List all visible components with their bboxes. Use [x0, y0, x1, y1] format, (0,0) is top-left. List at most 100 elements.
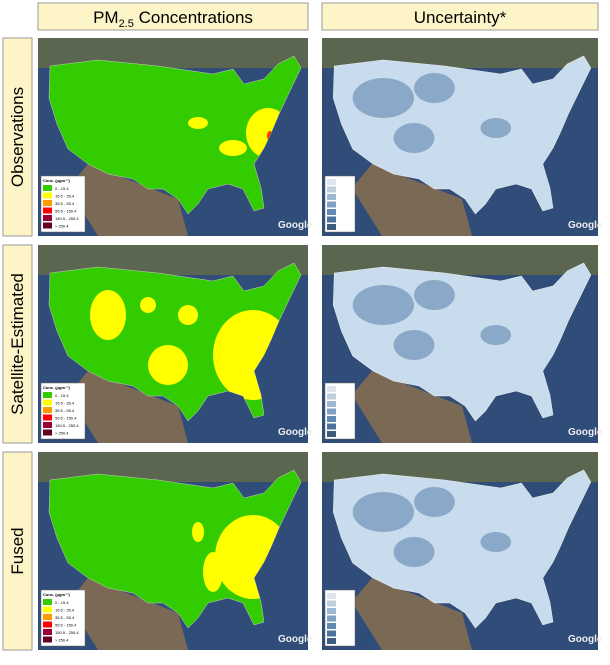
map-mexico — [352, 164, 472, 236]
legend-swatch — [327, 431, 336, 437]
legend-swatch — [327, 600, 336, 607]
watermark: Google — [278, 220, 313, 231]
map-mexico — [68, 578, 188, 650]
header-box — [37, 2, 309, 31]
legend-swatch — [327, 408, 336, 415]
row-label: Observations — [2, 37, 33, 237]
legend-label: > 250.4 — [55, 431, 69, 436]
legend-swatch — [43, 215, 52, 221]
legend-label: > 250.4 — [55, 638, 69, 643]
legend — [324, 589, 356, 647]
map-mexico — [352, 578, 472, 650]
legend-label: 55.5 - 150.4 — [55, 209, 77, 214]
high-uncertainty — [414, 487, 455, 517]
high-region — [219, 140, 247, 156]
legend-label: 0 - 15.4 — [55, 186, 69, 191]
legend-swatch — [43, 606, 52, 613]
legend-label: 35.5 - 55.4 — [55, 201, 75, 206]
us — [332, 55, 592, 215]
legend — [324, 175, 356, 233]
high-region — [192, 522, 204, 542]
high-uncertainty — [393, 123, 435, 153]
row-label-text: Observations — [8, 87, 27, 187]
legend-swatch — [43, 422, 52, 428]
row-label-box — [2, 451, 33, 651]
map-mexico — [68, 371, 188, 443]
legend-swatch — [43, 429, 52, 436]
legend-label: > 250.4 — [55, 224, 69, 229]
high-uncertainty — [393, 537, 435, 567]
legend-swatch — [43, 222, 52, 229]
legend-swatch — [327, 179, 336, 185]
high-region — [90, 290, 126, 340]
legend-swatch — [43, 407, 52, 413]
legend-swatch — [327, 393, 336, 400]
legend-swatch — [327, 401, 336, 407]
uncertainty — [352, 73, 512, 153]
high-uncertainty — [352, 285, 414, 325]
watermark: Google — [568, 220, 603, 231]
legend-swatch — [43, 621, 52, 628]
legend-swatch — [43, 636, 52, 643]
us — [332, 262, 592, 422]
legend-swatch — [327, 209, 336, 215]
legend-swatch — [43, 207, 52, 214]
legend-swatch — [327, 623, 336, 629]
map-panel: Google — [322, 245, 603, 443]
legend-label: 35.5 - 55.4 — [55, 615, 75, 620]
map-panel: Conc. (μgm⁻³) 0 - 15.4 15.5 - 35.4 35.5 - 5… — [38, 38, 313, 236]
legend-title: Conc. (μgm⁻³) — [43, 385, 70, 390]
high-uncertainty — [480, 118, 512, 138]
legend-swatch — [327, 386, 336, 392]
legend: Conc. (μgm⁻³) 0 - 15.4 15.5 - 35.4 35.5 - 5… — [40, 382, 86, 440]
high-uncertainty — [480, 325, 512, 345]
legend-label: 15.5 - 35.4 — [55, 608, 75, 613]
legend-swatch — [327, 593, 336, 599]
watermark: Google — [278, 427, 313, 438]
watermark: Google — [568, 634, 603, 645]
legend-swatch — [43, 399, 52, 406]
legend-swatch — [43, 614, 52, 620]
legend-label: 150.5 - 250.4 — [55, 630, 79, 635]
legend-label: 0 - 15.4 — [55, 393, 69, 398]
legend-label: 0 - 15.4 — [55, 600, 69, 605]
legend-swatch — [327, 608, 336, 614]
legend-swatch — [327, 224, 336, 230]
us — [332, 469, 592, 629]
row-label-box — [2, 244, 33, 444]
legend-label: 150.5 - 250.4 — [55, 216, 79, 221]
watermark: Google — [278, 634, 313, 645]
watermark: Google — [568, 427, 603, 438]
legend-swatch — [327, 216, 336, 223]
legend-label: 35.5 - 55.4 — [55, 408, 75, 413]
legend-label: 55.5 - 150.4 — [55, 623, 77, 628]
legend-swatch — [43, 599, 52, 605]
high-region — [188, 117, 208, 129]
uncertainty — [352, 487, 512, 567]
uncertainty — [352, 280, 512, 360]
legend-title: Conc. (μgm⁻³) — [43, 592, 70, 597]
legend-swatch — [327, 615, 336, 622]
map-mexico — [68, 164, 188, 236]
legend-swatch — [43, 414, 52, 421]
row-label-text: Satellite-Estimated — [8, 273, 27, 415]
legend-swatch — [43, 192, 52, 199]
map-panel: Google — [322, 38, 603, 236]
legend-label: 15.5 - 35.4 — [55, 401, 75, 406]
header-uncertainty: Uncertainty* — [414, 8, 507, 27]
high-uncertainty — [352, 78, 414, 118]
map-panel: Conc. (μgm⁻³) 0 - 15.4 15.5 - 35.4 35.5 - 5… — [38, 245, 313, 443]
legend-swatch — [43, 629, 52, 635]
header-box — [321, 2, 599, 31]
map-panel: Google — [322, 452, 603, 650]
high-uncertainty — [480, 532, 512, 552]
legend-swatch — [43, 200, 52, 206]
legend: Conc. (μgm⁻³) 0 - 15.4 15.5 - 35.4 35.5 - 5… — [40, 589, 86, 647]
legend-label: 150.5 - 250.4 — [55, 423, 79, 428]
legend: Conc. (μgm⁻³) 0 - 15.4 15.5 - 35.4 35.5 - 5… — [40, 175, 86, 233]
legend-label: 55.5 - 150.4 — [55, 416, 77, 421]
row-label: Fused — [2, 451, 33, 651]
row-label: Satellite-Estimated — [2, 244, 33, 444]
legend-swatch — [327, 194, 336, 200]
legend-swatch — [327, 423, 336, 430]
